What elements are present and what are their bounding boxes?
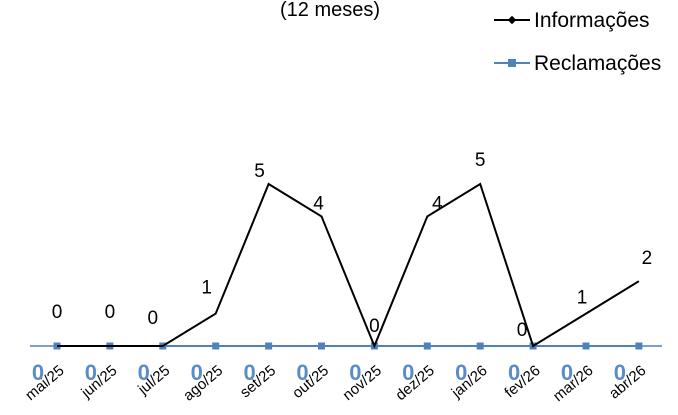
data-label-informacoes: 5 [475, 150, 486, 171]
x-tick-label: dez/25 [392, 362, 437, 404]
x-tick-label: ago/25 [180, 362, 226, 405]
data-label-reclamacoes: 0 [296, 360, 308, 385]
point-reclamacoes-abr-26 [635, 342, 643, 350]
data-label-reclamacoes: 0 [191, 360, 203, 385]
legend-label-reclamacoes: Reclamações [534, 52, 661, 75]
point-reclamacoes-out-25 [318, 342, 325, 350]
legend-item-reclamacoes: Reclamações [494, 52, 661, 75]
data-label-reclamacoes: 0 [508, 360, 520, 385]
data-label-reclamacoes: 0 [402, 360, 414, 385]
x-tick-label: abr/26 [606, 362, 650, 402]
plot-area: mai/25 jun/25 jul/25 ago/25 set/25 out/25 nov/… [22, 150, 652, 405]
data-label-informacoes: 2 [642, 248, 653, 269]
x-tick-label: mar/26 [550, 362, 597, 405]
data-label-reclamacoes: 0 [455, 360, 467, 385]
point-reclamacoes-set-25 [265, 342, 273, 350]
point-reclamacoes-mar-26 [582, 342, 590, 350]
legend-label-informacoes: Informações [534, 9, 650, 32]
legend: Informações Reclamações [494, 9, 661, 75]
legend-marker-reclamacoes [508, 59, 516, 67]
data-label-informacoes: 0 [105, 302, 116, 323]
data-label-informacoes: 0 [369, 316, 380, 337]
data-label-informacoes: 0 [517, 320, 528, 341]
data-label-reclamacoes: 0 [349, 360, 361, 385]
point-reclamacoes-dez-25 [423, 342, 431, 350]
point-reclamacoes-jan-26 [476, 342, 484, 350]
point-reclamacoes-ago-25 [212, 342, 220, 350]
data-label-informacoes: 4 [313, 193, 324, 214]
data-label-informacoes: 1 [201, 278, 212, 299]
data-label-informacoes: 5 [254, 161, 265, 182]
data-label-reclamacoes: 0 [243, 360, 255, 385]
series-line-informacoes [57, 182, 640, 349]
data-label-reclamacoes: 0 [561, 360, 573, 385]
legend-marker-informacoes [507, 15, 517, 25]
chart-subtitle: (12 meses) [280, 0, 380, 21]
data-label-informacoes: 0 [52, 302, 63, 323]
x-tick-label: nov/25 [340, 362, 385, 404]
data-label-reclamacoes: 0 [32, 360, 44, 385]
data-label-reclamacoes: 0 [85, 360, 97, 385]
data-label-informacoes: 1 [577, 288, 588, 309]
x-tick-label: mai/25 [22, 362, 67, 404]
data-label-reclamacoes: 0 [614, 360, 626, 385]
legend-item-informacoes: Informações [494, 9, 650, 32]
data-label-informacoes: 4 [432, 193, 443, 214]
data-label-informacoes: 0 [148, 308, 159, 329]
data-label-reclamacoes: 0 [138, 360, 150, 385]
